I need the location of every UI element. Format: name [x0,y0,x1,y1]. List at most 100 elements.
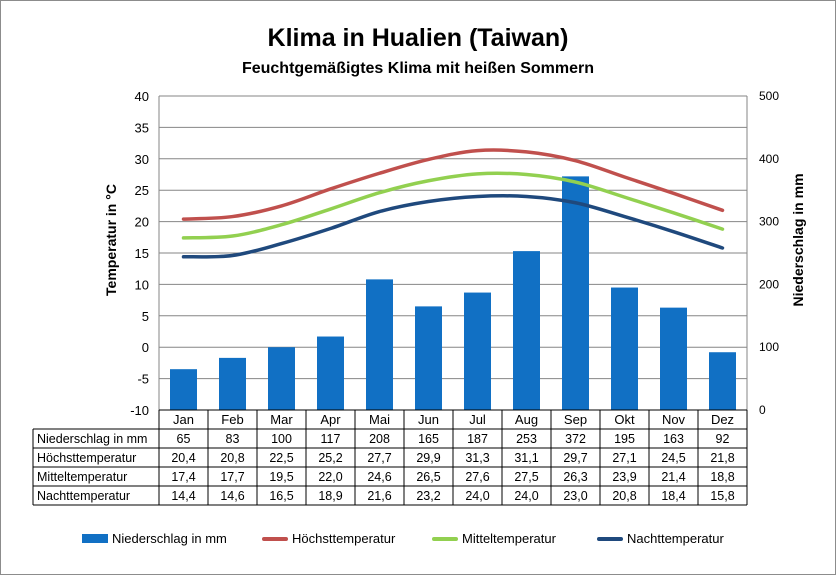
table-cell-value: 24,0 [465,489,489,503]
chart-title: Klima in Hualien (Taiwan) [267,24,569,52]
table-cell-value: 20,4 [171,451,195,465]
table-cell-value: 18,4 [661,489,685,503]
table-cell-value: 26,3 [563,470,587,484]
bar-niederschlag [170,369,197,410]
y-tick-left: 5 [142,309,149,324]
legend-item: Nachttemperatur [597,531,724,546]
x-tick-label: Apr [320,412,341,427]
bar-niederschlag [268,347,295,410]
x-tick-label: Mar [270,412,293,427]
x-tick-label: Nov [662,412,686,427]
legend: Niederschlag in mm Höchsttemperatur Mittel… [0,531,836,551]
y-tick-right: 100 [759,340,779,354]
table-cell-value: 15,8 [710,489,734,503]
table-row-label: Höchsttemperatur [37,451,136,465]
y-tick-left: 35 [135,120,149,135]
legend-item: Höchsttemperatur [262,531,395,546]
table-cell-value: 65 [177,432,191,446]
table-cell-value: 24,5 [661,451,685,465]
table-cell-value: 25,2 [318,451,342,465]
table-cell-value: 21,6 [367,489,391,503]
line-h-chsttemperatur [181,148,725,221]
table-cell-value: 17,4 [171,470,195,484]
y-tick-left: -5 [137,372,149,387]
table-cell-value: 26,5 [416,470,440,484]
bar-niederschlag [219,357,246,410]
legend-label: Mitteltemperatur [462,531,556,546]
y-tick-right: 200 [759,277,779,291]
y-tick-right: 300 [759,215,779,229]
legend-swatch [82,534,108,543]
table-cell-value: 24,0 [514,489,538,503]
y-tick-left: 10 [135,277,149,292]
line-nachttemperatur [181,194,725,259]
table-cell-value: 23,9 [612,470,636,484]
x-tick-label: Feb [221,412,243,427]
table-cell-value: 23,2 [416,489,440,503]
legend-label: Niederschlag in mm [112,531,227,546]
table-cell-value: 27,7 [367,451,391,465]
x-tick-label: Sep [564,412,587,427]
table-cell-value: 20,8 [220,451,244,465]
table-cell-value: 22,5 [269,451,293,465]
table-cell-value: 21,4 [661,470,685,484]
table-cell-value: 29,9 [416,451,440,465]
table-cell-value: 83 [226,432,240,446]
table-cell-value: 163 [663,432,684,446]
y-tick-left: 0 [142,340,149,355]
table-cell-value: 31,3 [465,451,489,465]
bar-niederschlag [660,307,687,410]
table-cell-value: 195 [614,432,635,446]
table-cell-value: 208 [369,432,390,446]
x-tick-label: Jul [469,412,486,427]
table-cell-value: 165 [418,432,439,446]
table-cell-value: 18,8 [710,470,734,484]
legend-item: Mitteltemperatur [432,531,556,546]
table-row-label: Nachttemperatur [37,489,130,503]
table-cell-value: 14,4 [171,489,195,503]
x-tick-label: Jun [418,412,439,427]
y-tick-left: 30 [135,152,149,167]
legend-label: Nachttemperatur [627,531,724,546]
y-tick-left: 40 [135,89,149,104]
table-cell-value: 27,6 [465,470,489,484]
bar-niederschlag [317,336,344,410]
bar-niederschlag [415,306,442,410]
bar-niederschlag [464,292,491,410]
table-cell-value: 23,0 [563,489,587,503]
bar-niederschlag [709,352,736,410]
bar-niederschlag [562,176,589,410]
table-cell-value: 18,9 [318,489,342,503]
table-cell-value: 117 [321,432,341,446]
bar-niederschlag [366,279,393,410]
y-tick-left: -10 [130,403,149,418]
legend-label: Höchsttemperatur [292,531,396,546]
legend-swatch [597,536,623,541]
table-cell-value: 100 [271,432,292,446]
table-cell-value: 187 [467,432,488,446]
table-cell-value: 372 [565,432,586,446]
table-cell-value: 14,6 [220,489,244,503]
table-cell-value: 29,7 [563,451,587,465]
y-tick-right: 0 [759,403,766,417]
table-cell-value: 27,1 [612,451,636,465]
y-tick-left: 25 [135,183,149,198]
table-cell-value: 24,6 [367,470,391,484]
line-mitteltemperatur [181,171,725,240]
table-row-label: Mitteltemperatur [37,470,127,484]
table-cell-value: 21,8 [710,451,734,465]
table-cell-value: 19,5 [269,470,293,484]
legend-item: Niederschlag in mm [82,531,227,546]
legend-swatch [262,536,288,541]
x-tick-label: Mai [369,412,390,427]
table-cell-value: 27,5 [514,470,538,484]
x-tick-label: Dez [711,412,734,427]
y-tick-right: 400 [759,152,779,166]
table-cell-value: 92 [716,432,730,446]
x-tick-label: Okt [614,412,635,427]
table-row-label: Niederschlag in mm [37,432,147,446]
table-cell-value: 31,1 [514,451,538,465]
table-cell-value: 253 [516,432,537,446]
x-tick-label: Aug [515,412,538,427]
